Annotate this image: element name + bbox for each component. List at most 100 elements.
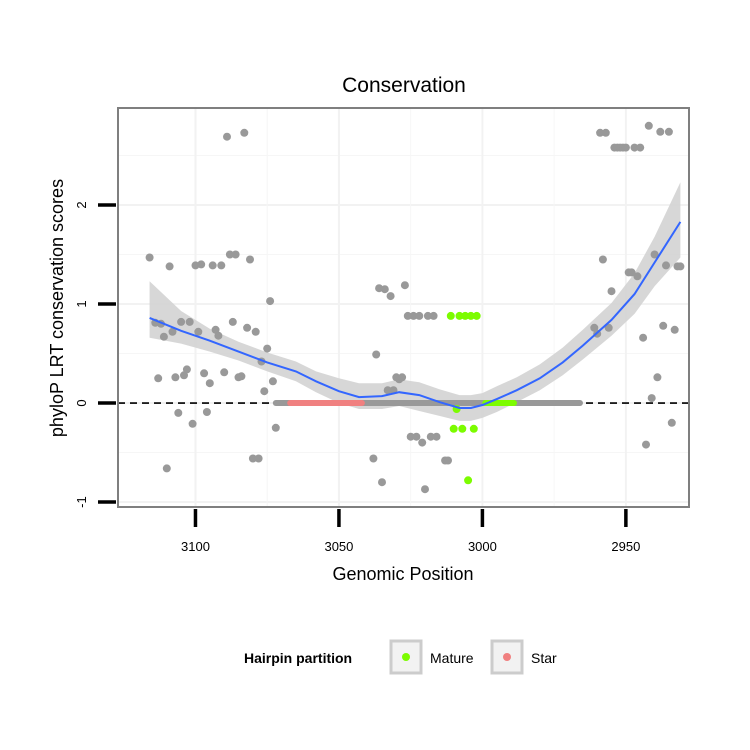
point-other	[194, 327, 203, 336]
point-other	[418, 438, 427, 447]
point-other	[406, 432, 415, 441]
point-other	[208, 261, 217, 270]
legend-label-star: Star	[531, 650, 557, 666]
point-other	[165, 262, 174, 271]
x-tick-label: 3000	[468, 539, 497, 554]
point-mature	[464, 476, 473, 485]
point-other	[598, 255, 607, 264]
x-tick-label: 3100	[181, 539, 210, 554]
point-other	[647, 394, 656, 403]
point-other	[380, 285, 389, 294]
point-other	[268, 377, 277, 386]
point-other	[636, 143, 645, 152]
point-mature	[446, 311, 455, 320]
point-other	[246, 255, 254, 264]
point-other	[444, 456, 452, 465]
point-other	[653, 373, 662, 382]
point-other	[254, 454, 263, 463]
point-other	[188, 419, 197, 428]
point-other	[386, 292, 395, 301]
point-other	[205, 379, 214, 388]
point-other	[415, 311, 424, 320]
point-other	[240, 128, 249, 137]
smooth-line-layer	[149, 221, 682, 409]
point-other	[263, 344, 272, 353]
point-other	[676, 262, 685, 271]
point-other	[185, 317, 194, 326]
point-other	[162, 464, 171, 473]
point-other	[596, 128, 605, 137]
point-other	[659, 321, 668, 330]
point-other	[378, 478, 386, 487]
point-other	[168, 327, 177, 336]
y-axis: -1 0 1 2	[74, 201, 116, 508]
point-other	[260, 387, 269, 396]
point-other	[639, 333, 648, 342]
point-other	[251, 327, 260, 336]
point-other	[664, 127, 673, 136]
point-other	[225, 250, 234, 259]
point-other	[271, 423, 280, 432]
point-other	[621, 143, 630, 152]
point-other	[200, 369, 209, 378]
legend-title: Hairpin partition	[244, 650, 352, 666]
y-tick-label: 0	[74, 399, 89, 406]
confidence-band	[149, 182, 681, 421]
x-axis-title: Genomic Position	[332, 564, 473, 584]
smooth-fit-line	[149, 221, 682, 409]
point-mature	[455, 311, 464, 320]
point-other	[633, 272, 642, 281]
legend-label-mature: Mature	[430, 650, 474, 666]
point-other	[607, 287, 616, 296]
point-other	[248, 454, 257, 463]
point-other	[630, 143, 639, 152]
point-other	[650, 250, 659, 259]
point-other	[369, 454, 378, 463]
point-other	[642, 440, 650, 449]
point-mature	[472, 311, 481, 320]
point-other	[398, 373, 407, 382]
point-other	[656, 127, 665, 136]
point-other	[644, 121, 653, 130]
point-other	[231, 250, 240, 259]
point-other	[670, 325, 679, 334]
point-other	[220, 368, 229, 377]
point-other	[217, 261, 226, 270]
point-other	[423, 311, 432, 320]
point-other	[243, 323, 252, 332]
point-other	[182, 365, 191, 374]
point-mature	[469, 424, 478, 433]
point-other	[601, 128, 610, 137]
point-other	[171, 373, 180, 382]
point-other	[197, 260, 206, 269]
point-other	[154, 374, 163, 383]
y-tick-label: -1	[74, 496, 89, 508]
y-tick-label: 1	[74, 300, 89, 307]
points-layer	[145, 121, 685, 494]
point-other	[228, 317, 237, 326]
point-other	[180, 371, 188, 380]
point-other	[237, 372, 246, 381]
point-other	[383, 386, 392, 395]
legend-dot-mature	[402, 653, 410, 661]
point-other	[177, 317, 186, 326]
legend: Hairpin partition Mature Star	[244, 639, 557, 675]
point-other	[426, 432, 435, 441]
point-other	[174, 408, 183, 417]
point-other	[372, 350, 381, 359]
legend-dot-star	[503, 653, 511, 661]
point-other	[159, 332, 168, 341]
point-other	[662, 261, 670, 270]
point-other	[409, 311, 418, 320]
point-other	[145, 253, 154, 262]
y-tick-label: 2	[74, 201, 89, 208]
point-other	[667, 418, 676, 427]
point-other	[400, 281, 409, 290]
point-mature	[466, 311, 475, 320]
panel-border	[117, 107, 690, 508]
x-tick-label: 3050	[324, 539, 353, 554]
point-other	[223, 132, 231, 141]
point-other	[627, 268, 636, 277]
x-axis: 3100 3050 3000 2950	[181, 509, 640, 554]
